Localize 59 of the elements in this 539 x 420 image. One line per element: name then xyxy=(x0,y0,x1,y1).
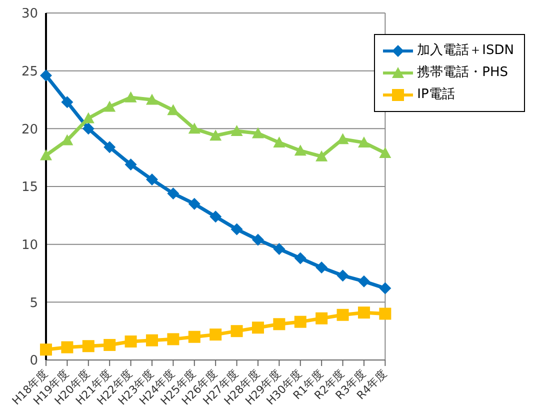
point xyxy=(273,242,286,255)
y-tick-label: 15 xyxy=(21,180,38,196)
point xyxy=(167,333,180,346)
point xyxy=(104,100,116,112)
y-tick-label: 20 xyxy=(21,122,38,138)
point xyxy=(294,144,306,156)
point xyxy=(379,308,392,320)
point xyxy=(379,282,392,294)
point xyxy=(336,308,349,321)
point xyxy=(358,275,370,288)
y-tick-label: 0 xyxy=(30,354,38,369)
point xyxy=(146,174,158,186)
legend-label: 加入電話＋ISDN xyxy=(417,42,514,60)
point xyxy=(336,270,349,282)
point xyxy=(252,322,264,334)
point xyxy=(273,318,286,330)
point xyxy=(379,146,392,158)
point xyxy=(40,69,52,82)
point xyxy=(124,91,137,102)
point xyxy=(40,149,52,160)
point xyxy=(230,223,243,236)
point xyxy=(188,198,200,210)
point xyxy=(230,325,243,338)
y-tick-label: 5 xyxy=(30,296,38,311)
point xyxy=(104,338,116,351)
point xyxy=(316,312,328,324)
y-tick-label: 30 xyxy=(21,6,38,22)
point xyxy=(294,316,306,328)
point xyxy=(273,136,286,148)
point xyxy=(167,187,180,200)
legend-label: 携帯電話・PHS xyxy=(417,64,508,82)
point xyxy=(82,112,94,124)
point xyxy=(358,306,370,319)
point xyxy=(104,141,116,154)
point xyxy=(82,122,94,135)
point xyxy=(82,340,94,352)
point xyxy=(294,252,306,264)
point xyxy=(61,341,74,354)
point xyxy=(146,334,158,346)
point xyxy=(188,122,200,134)
point xyxy=(210,130,222,141)
point xyxy=(252,234,264,246)
point xyxy=(210,328,222,341)
point xyxy=(252,127,264,138)
point xyxy=(210,210,222,223)
point xyxy=(61,134,74,146)
point xyxy=(188,330,200,343)
point xyxy=(358,136,370,148)
y-tick-label: 10 xyxy=(21,238,38,253)
point xyxy=(316,150,328,162)
point xyxy=(230,124,243,136)
legend-label: IP電話 xyxy=(417,86,455,104)
y-tick-label: 25 xyxy=(21,64,38,80)
point xyxy=(124,158,137,171)
point xyxy=(61,96,74,108)
point xyxy=(40,344,52,356)
point xyxy=(124,335,137,348)
point xyxy=(316,261,328,274)
point xyxy=(146,94,158,105)
